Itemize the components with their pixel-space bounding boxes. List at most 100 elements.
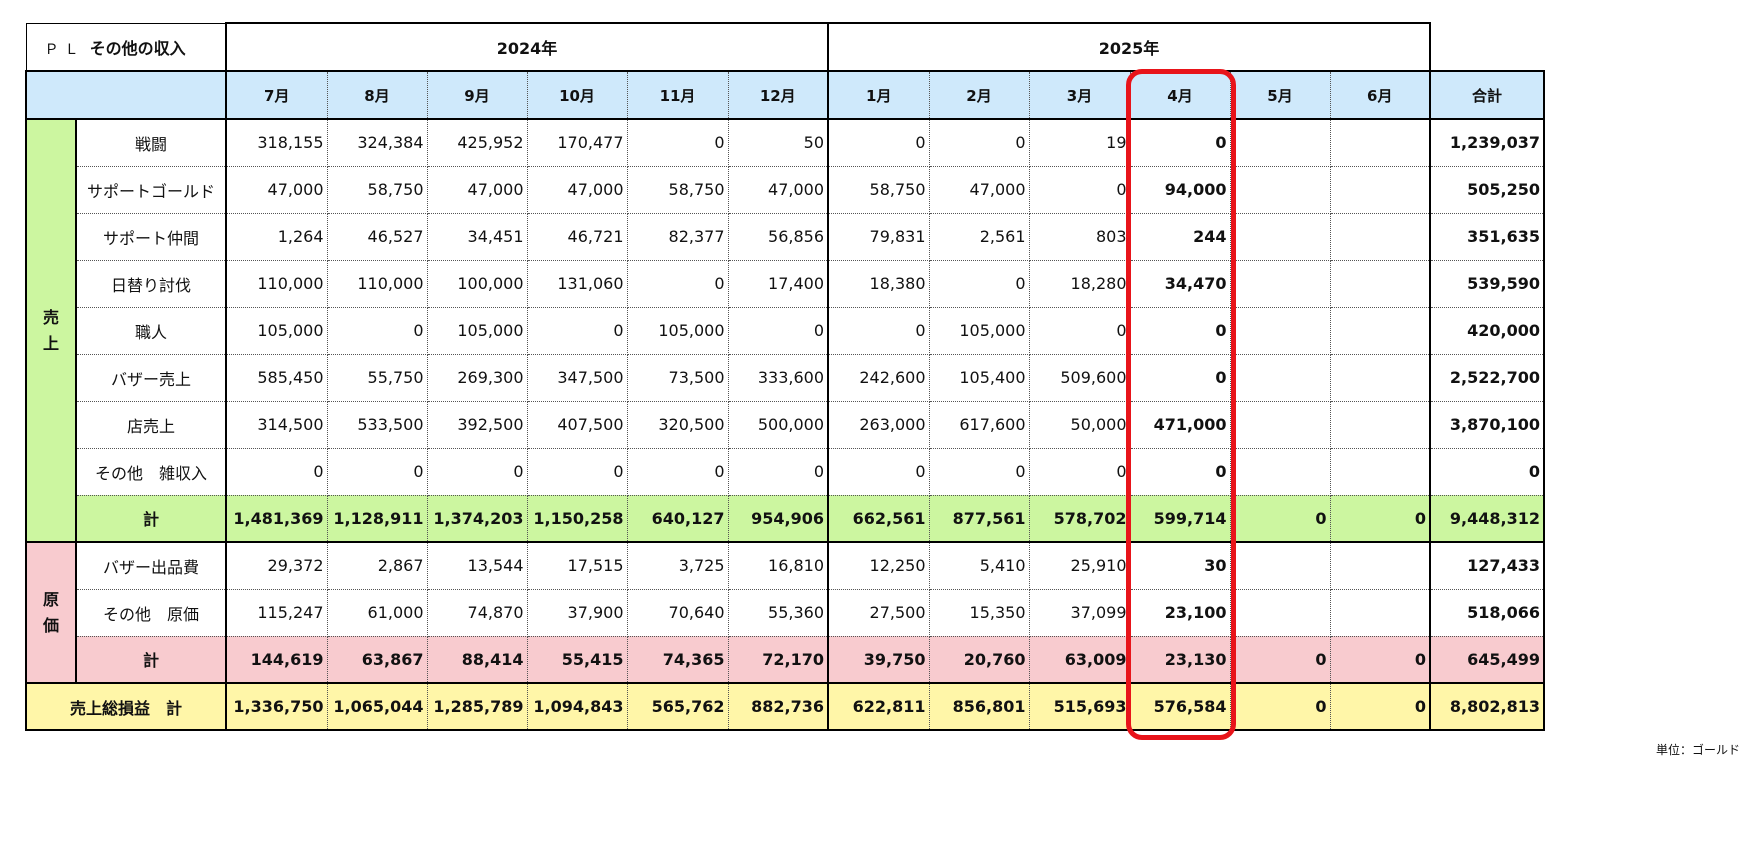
value-cell: 55,750 — [327, 354, 428, 402]
value-cell: 0 — [929, 448, 1030, 496]
value-cell: 1,336,750 — [226, 683, 328, 731]
sales-row: 売上戦闘 318,155 324,384 425,952 170,477 0 50 0 0 19 0… — [25, 119, 1545, 543]
subtotal-label: 計 — [76, 495, 227, 543]
value-cell — [1230, 448, 1331, 496]
value-cell: 0 — [929, 260, 1030, 308]
value-cell: 73,500 — [627, 354, 729, 402]
value-cell — [1330, 354, 1431, 402]
row-total: 351,635 — [1429, 213, 1545, 261]
row-label: 店売上 — [76, 401, 227, 449]
value-cell: 314,500 — [226, 401, 328, 449]
row-label: その他 原価 — [76, 589, 227, 637]
subtotal-total: 645,499 — [1429, 636, 1545, 684]
value-cell: 61,000 — [327, 589, 428, 637]
value-cell: 509,600 — [1029, 354, 1131, 402]
gross-profit-total: 8,802,813 — [1429, 683, 1545, 731]
value-cell: 0 — [1230, 683, 1331, 731]
row-label: サポートゴールド — [76, 166, 227, 214]
sales-row: 職人 105,000 0 105,000 0 105,000 0 0 105,000 0 0 420,… — [26, 307, 1545, 355]
value-cell: 856,801 — [929, 683, 1030, 731]
month-header: 4月 — [1130, 70, 1231, 120]
value-cell: 0 — [1029, 307, 1131, 355]
value-cell: 0 — [427, 448, 528, 496]
year-header-2025: 2025年 — [828, 22, 1431, 71]
value-cell: 55,415 — [527, 636, 628, 684]
title-row: ＰＬ その他の収入 2024年 2025年 — [25, 22, 1544, 71]
value-cell — [1230, 119, 1331, 167]
value-cell: 50,000 — [1029, 401, 1131, 449]
header-blank — [25, 70, 227, 120]
value-cell: 18,280 — [1029, 260, 1131, 308]
value-cell: 12,250 — [828, 542, 930, 590]
pl-table-container: ＰＬ その他の収入 2024年 2025年 7月 8月 9月 10月 11月 12月 1月 2月 3月… — [25, 22, 1545, 731]
value-cell: 0 — [828, 448, 930, 496]
row-total: 0 — [1429, 448, 1545, 496]
value-cell: 0 — [1230, 495, 1331, 543]
value-cell: 144,619 — [226, 636, 328, 684]
value-cell: 19 — [1029, 119, 1131, 167]
value-cell: 0 — [627, 119, 729, 167]
value-cell: 70,640 — [627, 589, 729, 637]
value-cell: 74,365 — [627, 636, 729, 684]
month-header: 8月 — [327, 70, 428, 120]
value-cell: 1,094,843 — [527, 683, 628, 731]
value-cell — [1230, 354, 1331, 402]
category-sales: 売上 — [25, 119, 77, 543]
value-cell: 1,128,911 — [327, 495, 428, 543]
sales-row: 店売上 314,500 533,500 392,500 407,500 320,500 50… — [26, 401, 1545, 449]
month-header: 9月 — [427, 70, 528, 120]
category-cost: 原価 — [25, 542, 77, 684]
subtotal-total: 9,448,312 — [1429, 495, 1545, 543]
value-cell — [1330, 307, 1431, 355]
value-cell: 392,500 — [427, 401, 528, 449]
value-cell — [1330, 589, 1431, 637]
row-total: 420,000 — [1429, 307, 1545, 355]
value-cell: 37,900 — [527, 589, 628, 637]
category-char: 上 — [42, 333, 59, 353]
value-cell: 37,099 — [1029, 589, 1131, 637]
sales-row: 日替り討伐 110,000 110,000 100,000 131,060 0 17,400… — [26, 260, 1545, 308]
row-total: 505,250 — [1429, 166, 1545, 214]
subtotal-label: 計 — [76, 636, 227, 684]
cost-row: 原価バザー出品費 29,372 2,867 13,544 17,515 3,725 16,8… — [25, 542, 1545, 684]
value-cell: 0 — [527, 448, 628, 496]
value-cell: 50 — [728, 119, 829, 167]
table-title: ＰＬ その他の収入 — [25, 22, 227, 71]
value-cell: 0 — [226, 448, 328, 496]
value-cell: 576,584 — [1130, 683, 1231, 731]
value-cell: 47,000 — [527, 166, 628, 214]
title-text: その他の収入 — [89, 38, 186, 58]
sales-row: その他 雑収入 0 0 0 0 0 0 0 0 0 0 0 — [26, 448, 1545, 496]
value-cell: 13,544 — [427, 542, 528, 590]
april-highlight-box — [1126, 69, 1236, 740]
category-char: 原 — [42, 589, 59, 609]
row-label: バザー売上 — [76, 354, 227, 402]
month-header-row: 7月 8月 9月 10月 11月 12月 1月 2月 3月 4月 5月 6月 合計 — [25, 70, 1545, 120]
row-label: その他 雑収入 — [76, 448, 227, 496]
value-cell: 471,000 — [1130, 401, 1231, 449]
value-cell: 0 — [1230, 636, 1331, 684]
value-cell: 55,360 — [728, 589, 829, 637]
value-cell: 0 — [929, 119, 1030, 167]
value-cell: 662,561 — [828, 495, 930, 543]
value-cell: 882,736 — [728, 683, 829, 731]
value-cell: 100,000 — [427, 260, 528, 308]
value-cell: 94,000 — [1130, 166, 1231, 214]
value-cell: 0 — [828, 307, 930, 355]
title-prefix: ＰＬ — [44, 41, 85, 58]
value-cell: 5,410 — [929, 542, 1030, 590]
value-cell: 1,264 — [226, 213, 328, 261]
value-cell: 617,600 — [929, 401, 1030, 449]
month-header: 10月 — [527, 70, 628, 120]
value-cell: 18,380 — [828, 260, 930, 308]
value-cell: 47,000 — [226, 166, 328, 214]
value-cell: 105,000 — [226, 307, 328, 355]
row-label: バザー出品費 — [76, 542, 227, 590]
month-header: 7月 — [226, 70, 328, 120]
value-cell: 599,714 — [1130, 495, 1231, 543]
row-total: 539,590 — [1429, 260, 1545, 308]
value-cell: 15,350 — [929, 589, 1030, 637]
value-cell: 0 — [1130, 307, 1231, 355]
value-cell: 74,870 — [427, 589, 528, 637]
value-cell: 39,750 — [828, 636, 930, 684]
